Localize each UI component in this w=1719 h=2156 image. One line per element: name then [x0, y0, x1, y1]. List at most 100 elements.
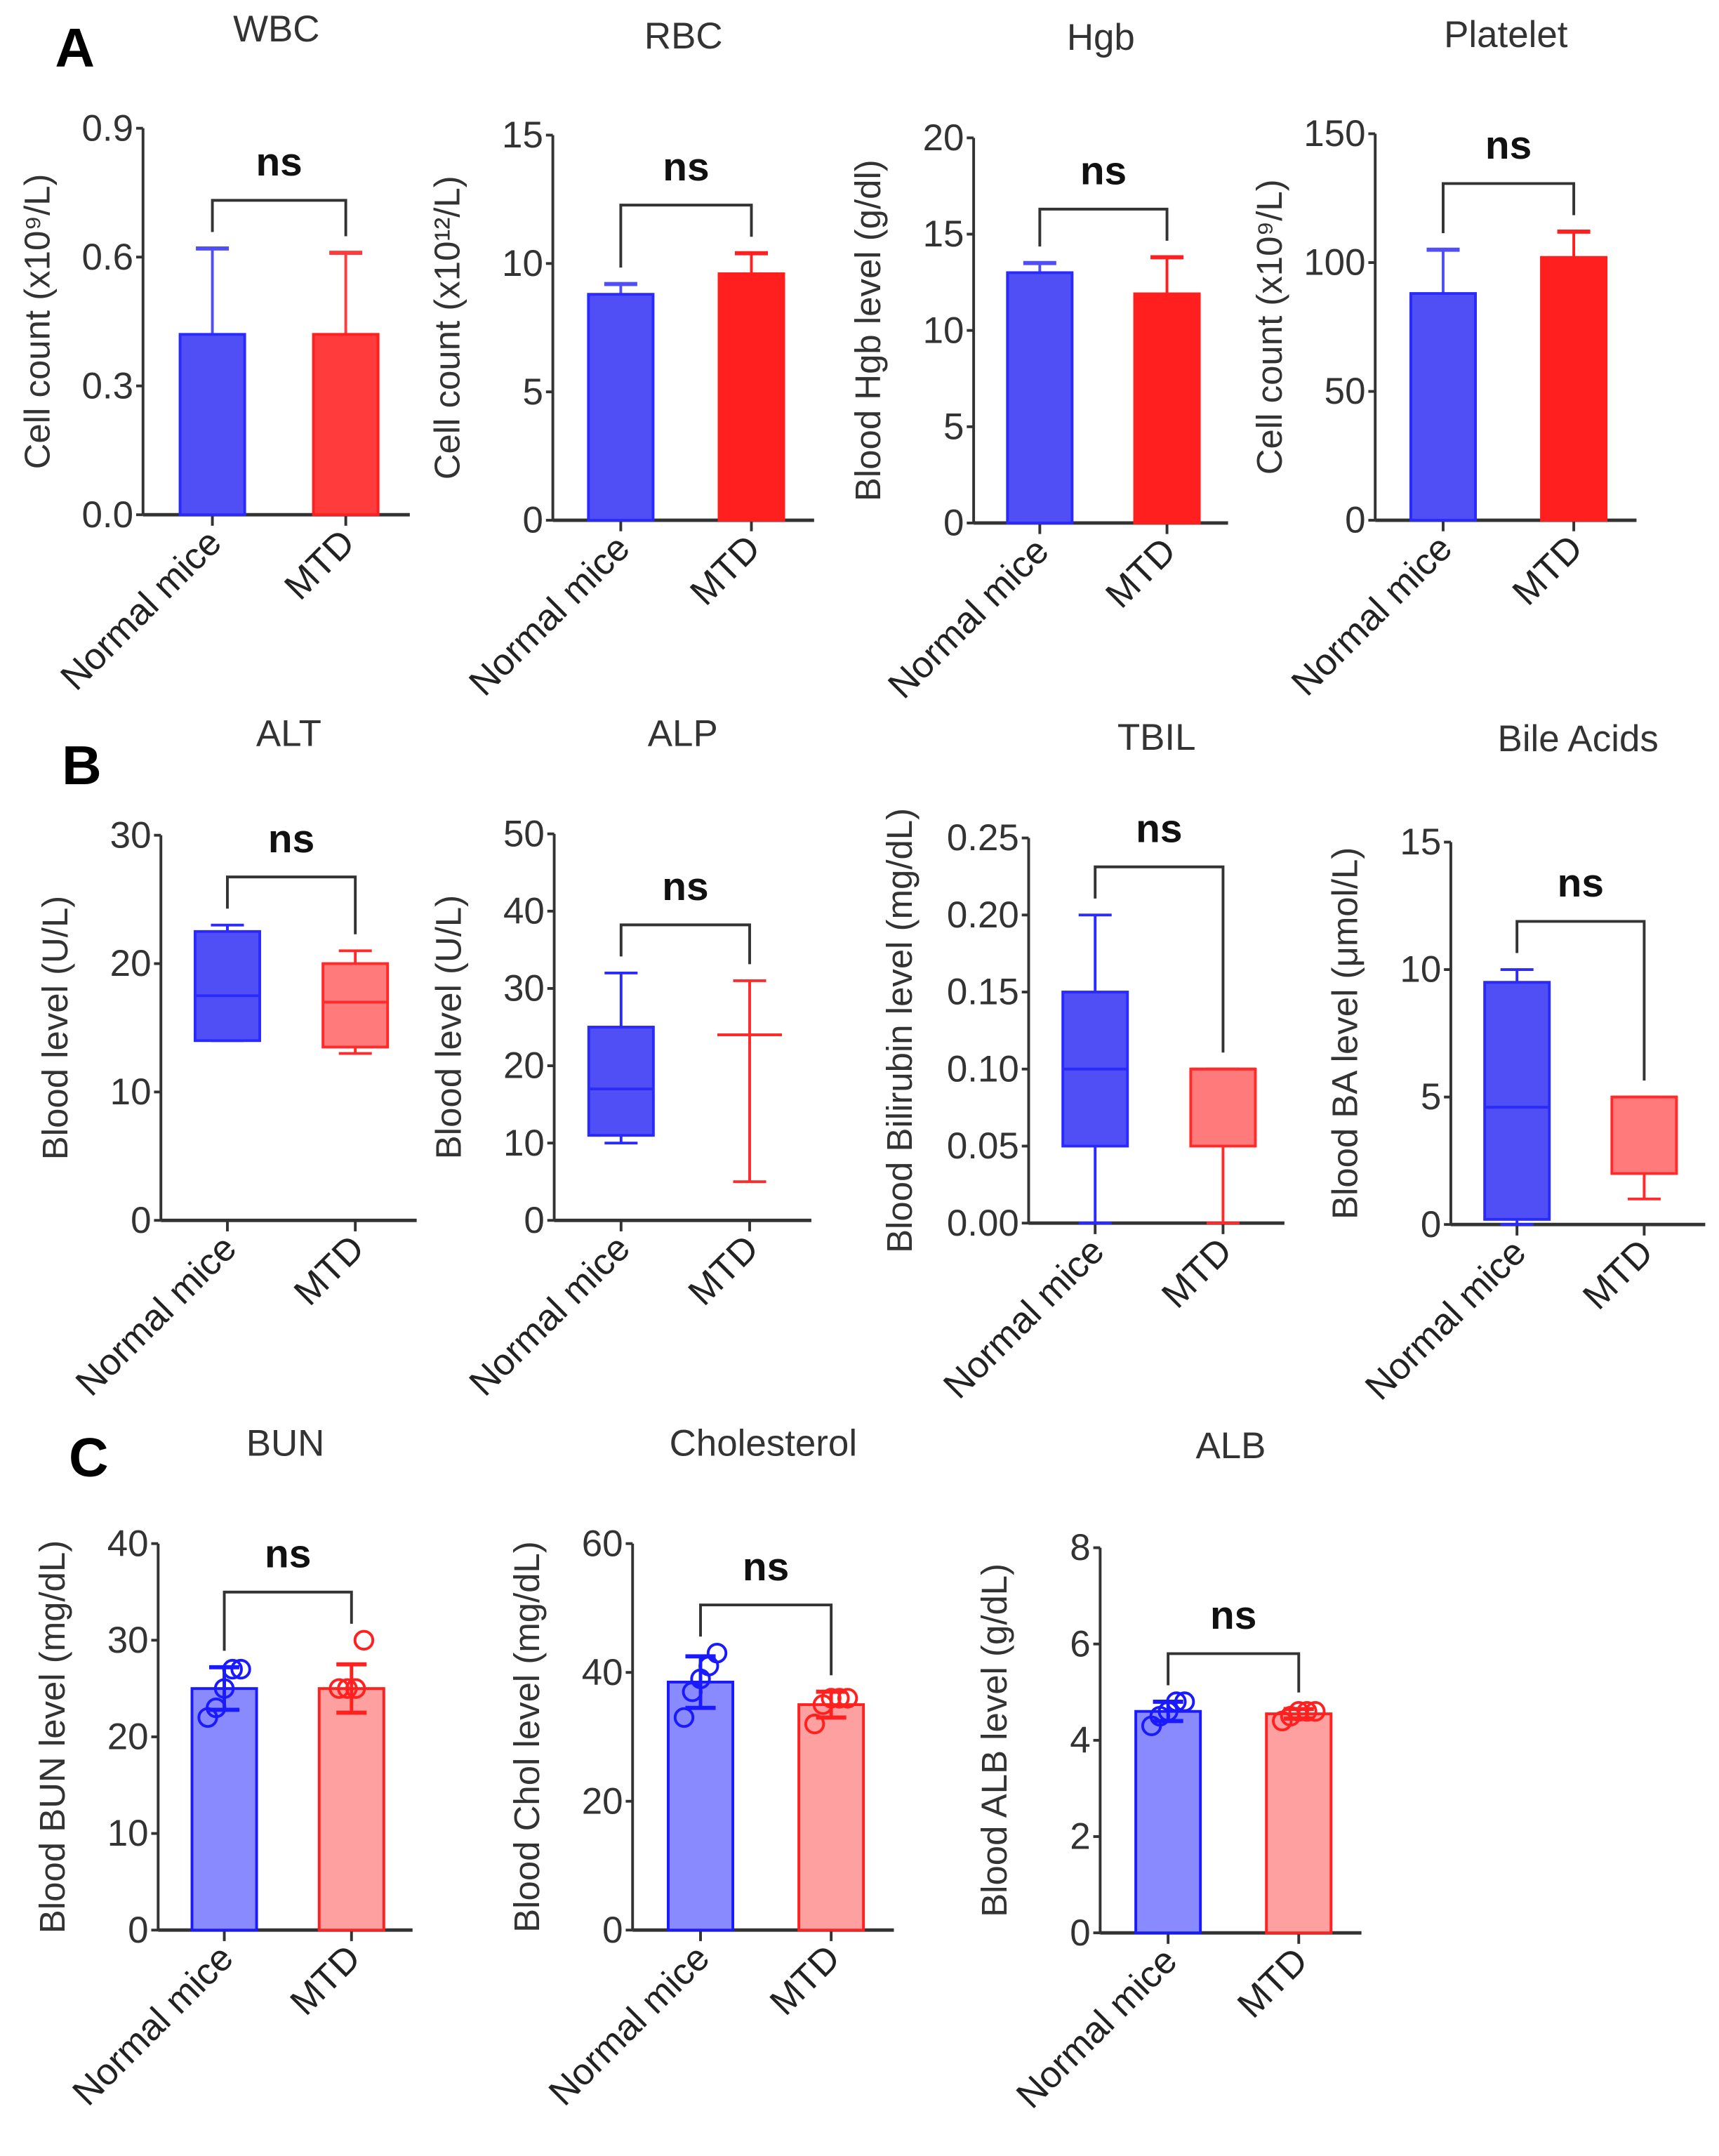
significance-bracket	[1515, 920, 1646, 1081]
bar-normal-mice	[178, 333, 246, 517]
y-tick-label: 50	[503, 813, 545, 854]
y-tick-label: 5	[522, 371, 543, 413]
y-tick-label: 0.10	[947, 1048, 1019, 1090]
y-tick-label: 10	[923, 310, 964, 351]
chart-bile-acids: Bile Acids 0 5 10 15 Blood BA level (μmol/L) N…	[1325, 718, 1706, 1408]
y-tick-label: 150	[1303, 113, 1365, 154]
significance-bracket	[619, 923, 751, 965]
chart-title: Platelet	[1444, 14, 1568, 55]
significance-bracket	[619, 204, 753, 268]
y-tick-label: 100	[1303, 242, 1365, 284]
x-tick-label: MTD	[762, 1937, 849, 2023]
bar-mtd	[317, 1687, 385, 1932]
data-point	[698, 1655, 719, 1676]
y-tick-label: 10	[503, 1123, 545, 1164]
y-tick-label: 0	[943, 503, 964, 544]
data-point	[353, 1629, 375, 1651]
y-axis-label: Blood level (U/L)	[428, 895, 468, 1159]
y-tick-label: 0.9	[82, 107, 134, 149]
y-tick-label: 15	[1400, 821, 1441, 863]
significance-bracket	[226, 875, 357, 934]
y-tick-label: 10	[107, 1813, 149, 1854]
x-tick-label: Normal mice	[461, 1227, 638, 1404]
bar-normal-mice	[587, 293, 655, 522]
y-axis-label: Blood Hgb level (g/dl)	[848, 159, 888, 501]
bar-normal-mice	[1409, 292, 1477, 522]
chart-title: Bile Acids	[1498, 718, 1659, 760]
bar-mtd	[797, 1703, 865, 1932]
chart-tbil: TBIL 0.00 0.05 0.10 0.15 0.20 0.25 Blood Biliru…	[880, 717, 1285, 1407]
bar-normal-mice	[190, 1687, 258, 1932]
box-normal-mice	[193, 930, 261, 1043]
y-tick-label: 0	[524, 1200, 544, 1241]
box-normal-mice	[1483, 981, 1551, 1221]
y-axis-label: Blood BUN level (mg/dL)	[32, 1540, 72, 1933]
chart-platelet: Platelet 0 50 100 150 Cell count (x10⁹/L) Norm…	[1249, 14, 1637, 703]
x-tick-label: MTD	[1230, 1940, 1316, 2026]
significance-label: ns	[1210, 1594, 1256, 1638]
chart-title: Cholesterol	[670, 1422, 857, 1464]
y-axis-label: Cell count (x10⁹/L)	[1249, 179, 1289, 475]
chart-title: ALT	[256, 713, 321, 754]
data-point	[345, 1678, 366, 1699]
chart-bun: BUN 0 10 20 30 40 Blood BUN level (mg/dL)Norma…	[32, 1422, 413, 2114]
x-tick-label: MTD	[680, 1227, 766, 1314]
y-tick-label: 0.6	[82, 237, 134, 278]
significance-bracket	[1038, 207, 1169, 247]
y-axis-label: Blood level (U/L)	[35, 896, 75, 1160]
y-tick-label: 0	[602, 1910, 623, 1951]
x-tick-label: Normal mice	[936, 1230, 1113, 1407]
y-tick-label: 60	[582, 1523, 623, 1564]
x-tick-label: Normal mice	[461, 527, 638, 704]
y-tick-label: 15	[502, 114, 543, 156]
chart-title: ALB	[1196, 1425, 1266, 1467]
y-tick-label: 20	[503, 1045, 545, 1087]
y-tick-label: 40	[582, 1652, 623, 1693]
chart-title: WBC	[233, 8, 319, 50]
x-tick-label: MTD	[1154, 1230, 1240, 1316]
y-tick-label: 30	[503, 968, 545, 1010]
y-axis-label: Cell count (x10⁹/L)	[18, 173, 58, 469]
data-point	[1174, 1691, 1195, 1712]
data-point	[206, 1697, 227, 1719]
chart-title: Hgb	[1067, 17, 1135, 58]
significance-label: ns	[1136, 807, 1182, 851]
significance-label: ns	[1080, 150, 1127, 194]
significance-label: ns	[1558, 861, 1604, 906]
y-tick-label: 0	[1345, 500, 1365, 541]
significance-bracket	[1167, 1652, 1301, 1693]
box-mtd	[321, 962, 390, 1049]
y-tick-label: 0.15	[947, 972, 1019, 1013]
significance-bracket	[211, 199, 347, 237]
data-point	[804, 1713, 825, 1735]
significance-label: ns	[255, 140, 302, 185]
chart-cholesterol: Cholesterol 0 20 40 60 Blood Chol level (mg/d…	[507, 1422, 894, 2114]
significance-bracket	[699, 1603, 833, 1676]
y-axis-label: Blood ALB level (g/dL)	[974, 1563, 1014, 1917]
x-tick-label: Normal mice	[53, 522, 230, 699]
panel-letter-a: A	[55, 17, 95, 79]
box-normal-mice	[587, 1026, 655, 1137]
panel-letter-c: C	[69, 1427, 109, 1488]
y-tick-label: 10	[110, 1071, 152, 1113]
box-mtd	[1610, 1095, 1678, 1175]
y-tick-label: 4	[1070, 1719, 1090, 1761]
chart-alp: ALP 0 10 20 30 40 50 Blood level (U/L) Normal mi…	[428, 713, 811, 1404]
x-tick-label: Normal mice	[65, 1937, 241, 2114]
y-tick-label: 0	[522, 500, 543, 541]
y-tick-label: 0.05	[947, 1125, 1019, 1167]
data-point	[213, 1678, 235, 1699]
y-tick-label: 2	[1070, 1816, 1090, 1858]
chart-title: BUN	[246, 1422, 325, 1464]
bar-mtd	[312, 333, 380, 517]
y-tick-label: 10	[502, 243, 543, 284]
y-tick-label: 5	[943, 406, 964, 447]
data-point	[230, 1658, 251, 1680]
chart-title: RBC	[644, 15, 723, 57]
significance-label: ns	[663, 145, 709, 190]
chart-rbc: RBC 0 5 10 15 Cell count (x10¹²/L) Normal mice…	[427, 15, 814, 703]
y-tick-label: 0	[1421, 1204, 1441, 1245]
significance-label: ns	[1485, 124, 1532, 168]
chart-alb: ALB 0 2 4 6 8 Blood ALB level (g/dL) Normal mic…	[974, 1425, 1362, 2117]
data-point	[1305, 1701, 1326, 1722]
